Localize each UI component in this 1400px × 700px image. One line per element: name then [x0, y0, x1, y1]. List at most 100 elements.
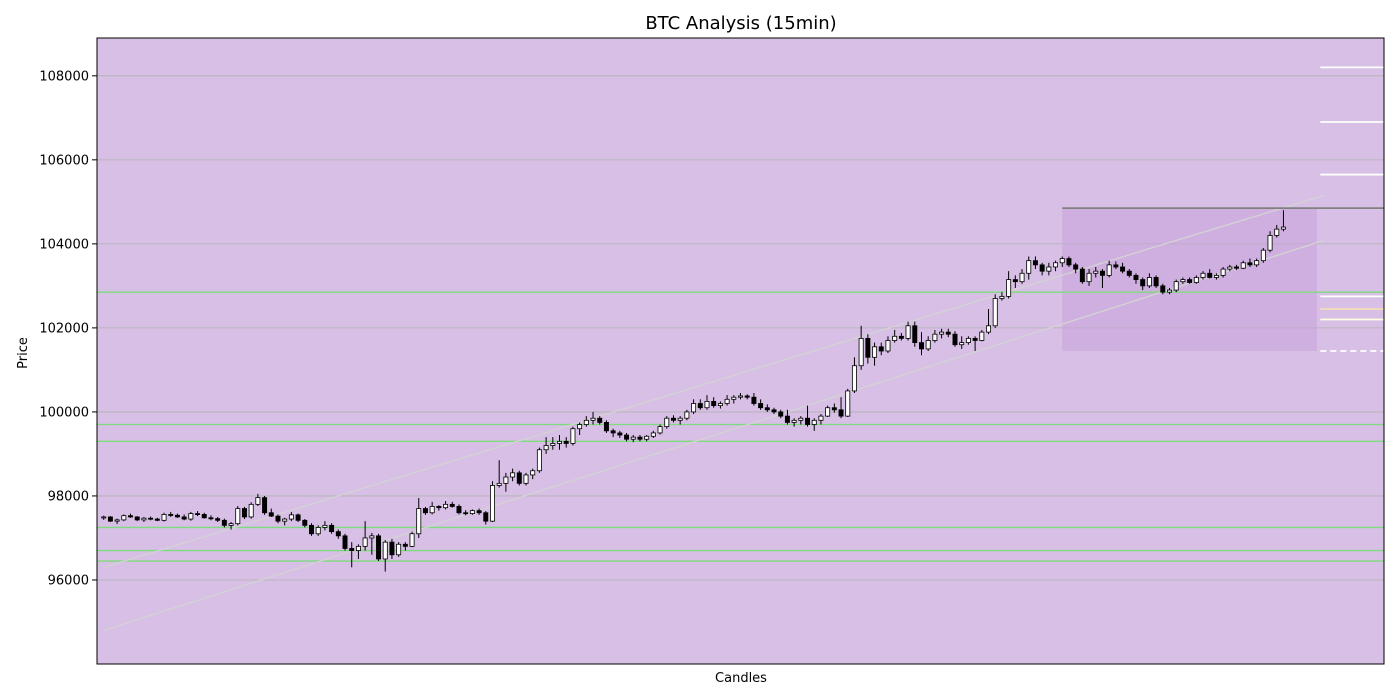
candle-body: [262, 497, 268, 514]
candle-body: [892, 335, 898, 341]
candle: [1120, 262, 1126, 274]
candle: [1240, 260, 1246, 270]
candle-body: [664, 417, 670, 428]
candle: [577, 422, 583, 436]
candle: [1247, 258, 1253, 267]
candle: [181, 514, 187, 521]
candle: [174, 513, 180, 518]
y-tick-label: 106000: [39, 153, 89, 168]
candle: [510, 468, 516, 482]
candle-body: [650, 432, 656, 437]
candle: [811, 418, 817, 431]
candle-body: [825, 407, 831, 417]
candle: [221, 518, 227, 528]
candle-body: [101, 516, 107, 519]
candle-body: [342, 535, 348, 549]
candle: [590, 411, 596, 425]
candle-body: [959, 342, 965, 346]
candle-body: [1240, 262, 1246, 269]
candle-body: [1126, 270, 1132, 276]
candle: [215, 516, 221, 522]
candle: [550, 437, 556, 450]
candle: [496, 460, 502, 488]
candle: [335, 529, 341, 539]
candle-body: [376, 535, 382, 560]
candle-body: [1086, 272, 1092, 283]
candle: [255, 493, 261, 507]
candle: [1187, 277, 1193, 284]
candle: [349, 542, 355, 568]
candle-body: [1039, 264, 1045, 272]
candle-body: [1213, 274, 1219, 278]
candle: [1153, 275, 1159, 288]
candle-body: [181, 516, 187, 520]
x-axis-label: Candles: [715, 671, 767, 686]
candle-body: [523, 474, 529, 484]
candle: [898, 332, 904, 341]
y-tick-label: 98000: [48, 489, 89, 504]
candle-body: [1173, 281, 1179, 291]
candle: [865, 334, 871, 364]
candle-body: [791, 419, 797, 423]
candle: [744, 394, 750, 400]
y-tick-label: 104000: [39, 237, 89, 252]
candle: [268, 508, 274, 517]
candle: [952, 331, 958, 347]
candle: [503, 472, 509, 492]
candle-body: [952, 333, 958, 346]
candle: [295, 513, 301, 522]
candle-body: [1267, 235, 1273, 251]
candle: [999, 292, 1005, 301]
candle-body: [925, 340, 931, 350]
candle-body: [577, 424, 583, 430]
candle: [148, 516, 154, 521]
candle: [309, 523, 314, 536]
candle: [872, 342, 878, 366]
candle: [664, 416, 670, 429]
candle-body: [543, 445, 549, 451]
candle: [1260, 248, 1266, 263]
candle: [717, 401, 723, 409]
candle: [758, 399, 764, 410]
candle: [959, 336, 965, 349]
candle: [476, 508, 482, 515]
candle: [1146, 273, 1152, 288]
candle: [315, 525, 321, 536]
candle-body: [751, 396, 757, 404]
candle-body: [456, 506, 462, 514]
candle-body: [724, 398, 730, 404]
candle-body: [315, 527, 321, 535]
candle: [1133, 273, 1139, 284]
candle: [355, 544, 361, 559]
candle-body: [536, 449, 542, 472]
candle-body: [684, 411, 690, 419]
candle-body: [630, 436, 636, 440]
candle-body: [1180, 279, 1186, 283]
candle: [490, 481, 495, 522]
candle-body: [1026, 260, 1032, 274]
candle-body: [979, 331, 985, 341]
candle: [724, 395, 730, 406]
candle: [422, 506, 428, 515]
candle-body: [141, 517, 147, 521]
candle-body: [1120, 266, 1126, 272]
candle-body: [932, 333, 938, 341]
candle: [282, 517, 288, 526]
candle: [322, 521, 328, 531]
candle-body: [382, 541, 388, 560]
candle: [597, 416, 603, 425]
candle-body: [798, 417, 804, 421]
candle-body: [898, 335, 904, 339]
candle-body: [1193, 277, 1199, 283]
candle: [161, 512, 167, 522]
candle: [919, 332, 924, 356]
candle-body: [436, 506, 442, 509]
candle: [992, 294, 998, 328]
candle-body: [845, 390, 851, 417]
y-tick-label: 108000: [39, 69, 89, 84]
candle: [818, 414, 824, 425]
candle: [201, 512, 207, 519]
candle-body: [670, 417, 676, 421]
candle-body: [1167, 289, 1172, 293]
